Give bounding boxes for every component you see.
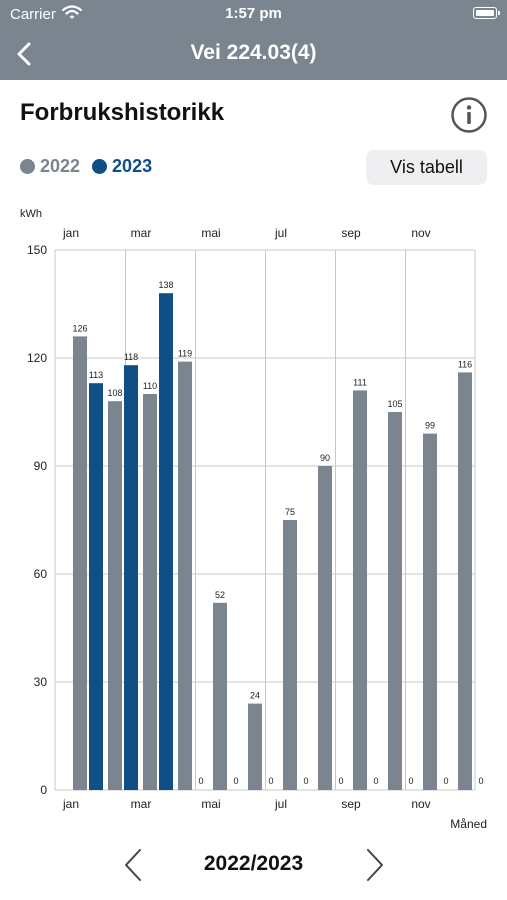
- status-bar: Carrier 1:57 pm: [0, 0, 507, 28]
- x-tick-label-top: nov: [411, 226, 430, 240]
- back-button[interactable]: [12, 40, 40, 68]
- data-label-2022-sep: 111: [353, 377, 367, 387]
- x-tick-label-top: mar: [131, 226, 152, 240]
- chevron-left-icon: [17, 42, 31, 66]
- bar-2022-jun: [248, 703, 262, 790]
- bar-2022-jul: [283, 520, 297, 790]
- x-tick-label-bottom: jan: [62, 797, 79, 811]
- chevron-left-icon: [125, 849, 141, 881]
- period-navigator: 2022/2023: [0, 842, 507, 888]
- chart-legend: 2022 2023: [20, 156, 164, 177]
- consumption-chart: 0 30 60 90 120 150 jan jan mar mar mai mai jul jul sep…: [0, 200, 507, 845]
- bar-2022-sep: [353, 390, 367, 790]
- bar-2022-jan: [73, 336, 87, 790]
- legend-label-2023: 2023: [112, 156, 153, 176]
- bar-2022-feb: [108, 401, 122, 790]
- chevron-right-icon: [367, 849, 383, 881]
- legend-dot-2022: [20, 159, 35, 174]
- x-tick-label-bottom: mai: [201, 797, 220, 811]
- bar-2022-nov: [423, 433, 437, 790]
- data-label-2023-des: 0: [478, 776, 483, 786]
- nav-title: Vei 224.03(4): [190, 41, 317, 64]
- data-label-2023-aug: 0: [338, 776, 343, 786]
- info-icon: [451, 97, 487, 133]
- data-label-2023-mar: 138: [158, 280, 173, 290]
- consumption-chart-svg: 0 30 60 90 120 150 jan jan mar mar mai mai jul jul sep…: [20, 208, 487, 831]
- bar-2023-mar: [159, 293, 173, 790]
- bar-2022-des: [458, 372, 472, 790]
- x-tick-label-bottom: jul: [274, 797, 287, 811]
- y-tick-label: 0: [40, 783, 47, 797]
- data-label-2023-jun: 0: [268, 776, 273, 786]
- data-label-2022-okt: 105: [387, 399, 402, 409]
- data-label-2022-mai: 52: [215, 590, 225, 600]
- data-label-2022-jul: 75: [285, 507, 295, 517]
- bar-2022-apr: [178, 361, 192, 790]
- legend-label-2022: 2022: [40, 156, 81, 176]
- battery-icon: [473, 7, 500, 19]
- x-tick-label-bottom: nov: [411, 797, 430, 811]
- legend-item-2022[interactable]: 2022: [20, 156, 80, 177]
- y-tick-label: 120: [27, 351, 47, 365]
- data-label-2023-jan: 113: [89, 370, 103, 380]
- data-label-2023-mai: 0: [233, 776, 238, 786]
- y-tick-label: 90: [34, 459, 48, 473]
- y-tick-label: 150: [27, 243, 47, 257]
- x-axis-label: Måned: [450, 817, 487, 831]
- next-period-button[interactable]: [360, 848, 388, 882]
- data-label-2023-sep: 0: [373, 776, 378, 786]
- show-table-button[interactable]: Vis tabell: [366, 150, 487, 185]
- data-label-2023-jul: 0: [303, 776, 308, 786]
- bar-2023-feb: [124, 365, 138, 790]
- x-tick-label-top: mai: [201, 226, 220, 240]
- data-label-2022-feb: 108: [107, 388, 122, 398]
- bar-2022-okt: [388, 412, 402, 790]
- legend-item-2023[interactable]: 2023: [92, 156, 152, 177]
- page-title: Forbrukshistorikk: [20, 99, 225, 126]
- info-button[interactable]: [450, 96, 488, 134]
- x-tick-label-top: jul: [274, 226, 287, 240]
- x-tick-label-top: sep: [341, 226, 361, 240]
- y-axis-label: kWh: [20, 208, 42, 220]
- bar-2022-mai: [213, 602, 227, 790]
- wifi-icon: [61, 5, 83, 25]
- data-label-2022-apr: 119: [178, 349, 192, 359]
- data-label-2022-mar: 110: [143, 381, 157, 391]
- x-tick-label-bottom: mar: [131, 797, 152, 811]
- data-label-2022-nov: 99: [425, 421, 435, 431]
- legend-dot-2023: [92, 159, 108, 174]
- y-tick-label: 30: [34, 675, 48, 689]
- bar-2022-mar: [143, 394, 157, 790]
- data-label-2022-des: 116: [458, 359, 472, 369]
- period-label: 2022/2023: [203, 852, 304, 875]
- data-label-2023-nov: 0: [443, 776, 448, 786]
- previous-period-button[interactable]: [120, 848, 148, 882]
- data-label-2022-jan: 126: [72, 323, 87, 333]
- x-tick-label-top: jan: [62, 226, 79, 240]
- data-label-2023-okt: 0: [408, 776, 413, 786]
- y-tick-label: 60: [34, 567, 48, 581]
- x-tick-label-bottom: sep: [341, 797, 361, 811]
- navigation-bar: Vei 224.03(4): [0, 28, 507, 80]
- status-time: 1:57 pm: [225, 5, 282, 22]
- bar-2022-aug: [318, 466, 332, 790]
- data-label-2023-apr: 0: [198, 776, 203, 786]
- data-label-2022-jun: 24: [250, 691, 260, 701]
- data-label-2023-feb: 118: [124, 352, 138, 362]
- bar-2023-jan: [89, 383, 103, 790]
- carrier-label: Carrier: [10, 6, 56, 23]
- data-label-2022-aug: 90: [320, 453, 330, 463]
